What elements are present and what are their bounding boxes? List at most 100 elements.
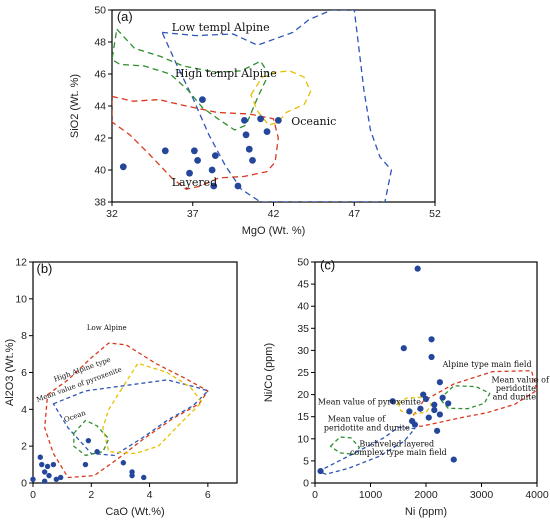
y-axis-label: SiO2 (Wt. %) bbox=[69, 74, 81, 138]
field-outline bbox=[112, 28, 270, 131]
data-point bbox=[257, 115, 264, 123]
y-tick-label: 10 bbox=[297, 433, 309, 445]
data-point bbox=[422, 395, 430, 403]
x-tick-label: 1000 bbox=[359, 489, 383, 501]
data-point bbox=[414, 265, 421, 272]
data-point bbox=[436, 411, 443, 418]
field-outline bbox=[250, 70, 312, 126]
y-tick-label: 15 bbox=[297, 411, 309, 423]
data-point bbox=[389, 398, 396, 405]
x-axis-label: Ni (ppm) bbox=[405, 506, 447, 518]
y-tick-label: 50 bbox=[297, 257, 309, 269]
data-point bbox=[53, 476, 60, 483]
field-annotation: Layered bbox=[172, 176, 217, 189]
field-outline bbox=[439, 385, 491, 410]
data-point bbox=[431, 401, 438, 408]
data-point bbox=[41, 478, 48, 484]
field-outline bbox=[112, 95, 279, 190]
data-point bbox=[161, 147, 169, 155]
x-tick-label: 0 bbox=[312, 489, 318, 501]
y-tick-label: 0 bbox=[303, 478, 309, 490]
field-annotation: Mean value of bbox=[328, 415, 386, 424]
x-tick-label: 47 bbox=[348, 208, 360, 220]
data-point bbox=[94, 448, 100, 455]
field-group bbox=[112, 10, 393, 202]
data-point bbox=[242, 131, 250, 139]
data-point bbox=[434, 427, 441, 434]
y-axis-label: Al2O3 (Wt.%) bbox=[4, 339, 16, 406]
data-point bbox=[274, 117, 282, 124]
field-annotation: Mean value of bbox=[491, 376, 549, 385]
y-tick-label: 2 bbox=[21, 441, 27, 453]
data-point bbox=[234, 182, 242, 190]
field-annotation: peridotite bbox=[496, 384, 536, 393]
data-point bbox=[425, 414, 432, 421]
field-annotation: Mean value of pyroxenite bbox=[318, 397, 421, 406]
y-tick-label: 44 bbox=[94, 101, 106, 113]
data-point bbox=[417, 405, 424, 412]
data-point bbox=[82, 461, 89, 468]
y-tick-label: 45 bbox=[297, 279, 309, 291]
field-annotation: High templ Alpine bbox=[175, 67, 277, 80]
panel-2: 0 2 4 6 0 2 4 6 8 10 12 CaO (Wt.%) Al2O3 (Wt.%) (b) Lo… bbox=[4, 257, 238, 518]
data-point bbox=[428, 336, 435, 343]
field-outline bbox=[161, 10, 393, 202]
field-annotation: peridotite and dunite bbox=[324, 423, 410, 432]
x-tick-label: 0 bbox=[30, 489, 36, 501]
data-point bbox=[263, 128, 271, 136]
data-point bbox=[241, 117, 248, 124]
y-tick-label: 10 bbox=[15, 293, 27, 305]
data-point bbox=[400, 345, 407, 352]
y-tick-label: 25 bbox=[297, 367, 309, 379]
x-tick-label: 2000 bbox=[414, 489, 438, 501]
field-group bbox=[44, 342, 209, 479]
panel-label: (c) bbox=[320, 258, 335, 273]
data-point bbox=[210, 182, 218, 190]
field-annotation: Alpine type main field bbox=[442, 360, 532, 369]
y-tick-label: 38 bbox=[94, 197, 106, 209]
x-tick-label: 42 bbox=[268, 208, 280, 220]
x-axis-label: MgO (Wt. %) bbox=[242, 225, 306, 237]
y-tick-label: 8 bbox=[21, 330, 27, 342]
data-point bbox=[41, 469, 48, 475]
data-point bbox=[44, 463, 51, 470]
field-outline bbox=[397, 396, 433, 415]
y-tick-label: 12 bbox=[15, 257, 27, 269]
data-point bbox=[119, 163, 127, 171]
data-point bbox=[39, 461, 45, 468]
panel-label: (a) bbox=[117, 9, 133, 24]
data-point bbox=[190, 147, 198, 155]
field-annotation: Low Alpine bbox=[87, 324, 127, 332]
data-point bbox=[199, 96, 206, 103]
data-point bbox=[439, 394, 446, 401]
y-axis-label: Ni/Co (ppm) bbox=[263, 343, 275, 402]
y-tick-label: 46 bbox=[94, 69, 106, 81]
x-tick-label: 2 bbox=[88, 489, 94, 501]
y-tick-label: 50 bbox=[94, 5, 106, 17]
data-point bbox=[436, 379, 443, 386]
data-point bbox=[428, 353, 435, 361]
data-point bbox=[211, 152, 219, 160]
data-point bbox=[186, 169, 193, 177]
data-point bbox=[406, 408, 413, 415]
data-point bbox=[141, 474, 147, 481]
x-axis-label: CaO (Wt.%) bbox=[105, 506, 164, 518]
data-point bbox=[120, 460, 127, 466]
y-tick-label: 0 bbox=[21, 478, 27, 490]
x-tick-label: 32 bbox=[106, 208, 118, 220]
field-outline bbox=[52, 379, 209, 457]
y-tick-label: 48 bbox=[94, 37, 106, 49]
field-group bbox=[317, 370, 537, 475]
y-tick-label: 40 bbox=[297, 301, 309, 313]
data-point bbox=[194, 157, 201, 164]
x-tick-label: 6 bbox=[205, 489, 211, 501]
data-point bbox=[46, 472, 52, 479]
data-point bbox=[85, 437, 92, 444]
data-point bbox=[30, 476, 36, 483]
field-outline bbox=[329, 436, 361, 455]
data-point bbox=[208, 166, 216, 174]
field-annotation: Oceanic bbox=[291, 115, 336, 128]
field-annotation: Low templ Alpine bbox=[172, 21, 270, 34]
x-tick-label: 4 bbox=[147, 489, 153, 501]
